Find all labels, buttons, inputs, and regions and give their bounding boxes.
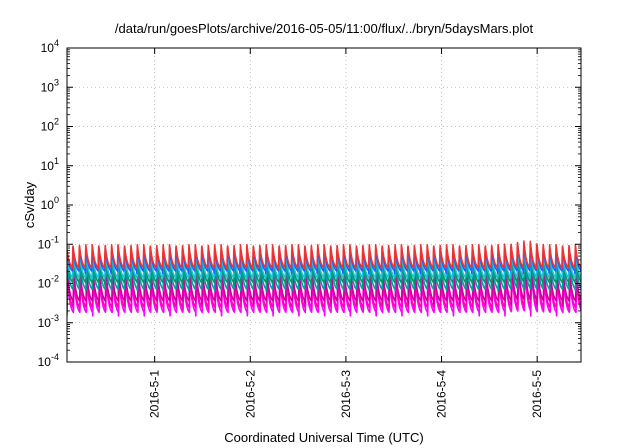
y-tick-label: 10-3	[38, 313, 59, 330]
series-line	[67, 257, 581, 305]
y-tick-label: 102	[41, 117, 59, 134]
series-line	[67, 246, 581, 280]
y-tick-label: 100	[41, 195, 59, 212]
series-line	[67, 240, 581, 270]
x-axis: 2016-5-1 2016-5-2 2016-5-3 2016-5-4 2016-5-5	[148, 48, 544, 418]
x-tick-label: 2016-5-2	[243, 370, 257, 418]
x-tick-label: 2016-5-4	[435, 370, 449, 418]
y-tick-label: 101	[41, 156, 59, 173]
y-axis-label: cSv/day	[22, 181, 37, 228]
y-tick-label: 103	[41, 77, 59, 94]
series-line	[67, 254, 581, 292]
y-axis: 10-4 10-3 10-2 10-1 100 101 102 103 104	[38, 38, 581, 369]
y-tick-label: 10-1	[38, 234, 59, 251]
x-tick-label: 2016-5-3	[339, 370, 353, 418]
x-tick-label: 2016-5-5	[530, 370, 544, 418]
x-axis-label: Coordinated Universal Time (UTC)	[224, 430, 423, 445]
chart-title: /data/run/goesPlots/archive/2016-05-05/1…	[115, 21, 534, 36]
y-tick-label: 10-2	[38, 274, 59, 291]
y-tick-label: 104	[41, 38, 59, 55]
x-tick-label: 2016-5-1	[148, 370, 162, 418]
series-group	[67, 240, 581, 317]
y-tick-label: 10-4	[38, 352, 59, 369]
